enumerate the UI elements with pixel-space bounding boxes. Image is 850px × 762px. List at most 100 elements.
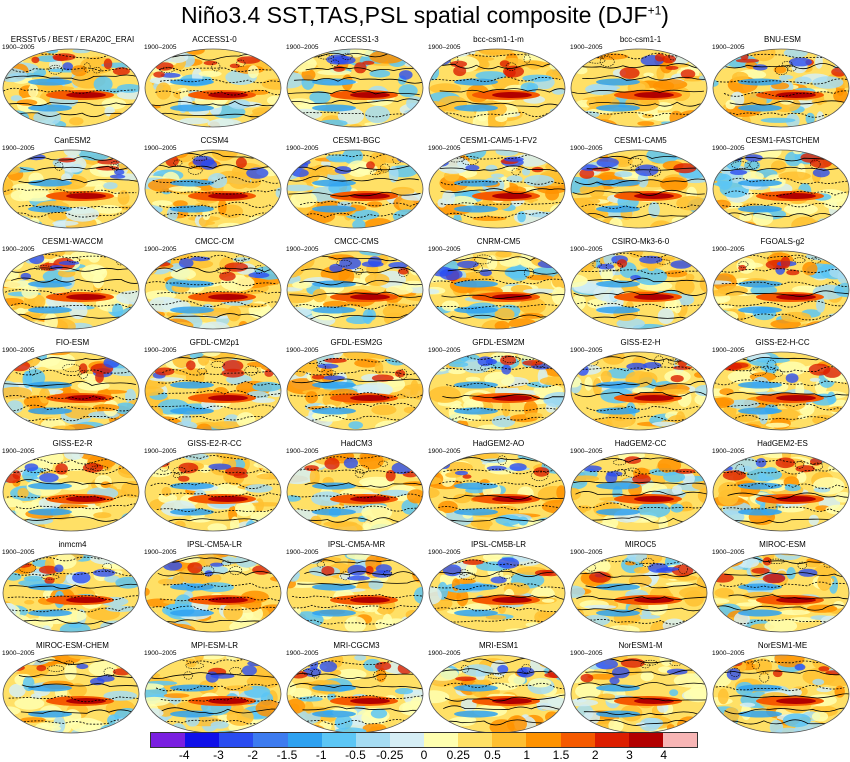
high-latitude-anomaly <box>190 257 210 262</box>
panel-title: CESM1-BGC <box>286 136 427 145</box>
anomaly-patch <box>588 152 607 158</box>
high-latitude-anomaly <box>237 56 261 64</box>
anomaly-patch <box>548 121 566 128</box>
anomaly-patch <box>247 361 277 367</box>
high-latitude-anomaly <box>333 66 345 72</box>
high-latitude-anomaly <box>727 668 741 680</box>
anomaly-patch <box>837 562 850 567</box>
anomaly-patch <box>319 120 348 127</box>
panel-title: HadGEM2-ES <box>712 439 850 448</box>
high-latitude-anomaly <box>113 668 131 675</box>
anomaly-patch <box>144 213 161 228</box>
anomaly-patch <box>571 453 583 469</box>
anomaly-patch <box>814 487 831 492</box>
panel-title: CSIRO-Mk3-6-0 <box>570 237 711 246</box>
anomaly-patch <box>346 316 371 324</box>
anomaly-patch <box>491 174 504 178</box>
high-latitude-anomaly <box>399 70 413 80</box>
anomaly-patch <box>144 519 160 527</box>
anomaly-patch <box>199 71 222 77</box>
anomaly-patch <box>557 118 566 129</box>
anomaly-patch <box>580 555 589 561</box>
anomaly-patch <box>152 200 172 206</box>
colorbar <box>150 732 698 748</box>
anomaly-patch <box>463 664 494 676</box>
high-latitude-anomaly <box>268 662 276 667</box>
anomaly-patch <box>144 353 162 360</box>
cool-horseshoe-south <box>596 307 640 314</box>
enso-core <box>634 92 674 98</box>
high-latitude-anomaly <box>398 268 409 275</box>
anomaly-patch <box>681 119 691 124</box>
anomaly-patch <box>134 714 140 731</box>
anomaly-patch <box>268 655 282 667</box>
panel-title: CESM1-CAM5 <box>570 136 711 145</box>
anomaly-patch <box>292 608 301 615</box>
anomaly-patch <box>248 65 259 78</box>
anomaly-patch <box>387 48 415 52</box>
anomaly-patch <box>844 726 850 735</box>
anomaly-patch <box>761 118 796 123</box>
anomaly-patch <box>694 61 704 66</box>
high-latitude-anomaly <box>234 473 248 479</box>
cool-horseshoe-north <box>454 685 498 692</box>
map-svg <box>144 452 282 532</box>
enso-core <box>208 294 248 300</box>
high-latitude-anomaly <box>55 463 68 474</box>
anomaly-patch <box>286 699 305 714</box>
panel-title: GFDL-CM2p1 <box>144 338 285 347</box>
anomaly-patch <box>669 689 678 696</box>
anomaly-patch <box>827 219 849 228</box>
high-latitude-anomaly <box>730 170 747 175</box>
panel-title: CanESM2 <box>2 136 143 145</box>
panel-title: NorESM1-ME <box>712 641 850 650</box>
high-latitude-anomaly <box>675 469 695 474</box>
anomaly-patch <box>305 701 314 714</box>
colorbar-swatch <box>458 733 492 747</box>
anomaly-patch <box>552 71 564 76</box>
map-svg <box>428 553 566 633</box>
map-svg <box>712 452 850 532</box>
anomaly-patch <box>677 324 708 329</box>
anomaly-patch <box>382 452 415 455</box>
cool-horseshoe-north <box>596 584 640 591</box>
anomaly-patch <box>715 250 730 263</box>
panel-title: FIO-ESM <box>2 338 143 347</box>
anomaly-patch <box>570 362 581 370</box>
anomaly-patch <box>552 287 566 305</box>
anomaly-patch <box>554 250 567 260</box>
high-latitude-anomaly <box>344 458 358 469</box>
chart-title-superscript: +1 <box>648 3 662 17</box>
anomaly-patch <box>5 417 30 426</box>
high-latitude-anomaly <box>153 72 164 78</box>
anomaly-patch <box>736 602 762 606</box>
anomaly-patch <box>585 377 593 391</box>
high-latitude-anomaly <box>179 258 194 268</box>
map-svg <box>2 149 140 229</box>
anomaly-patch <box>810 378 821 382</box>
anomaly-patch <box>539 424 551 430</box>
anomaly-patch <box>262 252 270 261</box>
high-latitude-anomaly <box>596 659 618 669</box>
anomaly-patch <box>570 418 593 431</box>
anomaly-patch <box>486 165 498 172</box>
colorbar-swatch <box>390 733 424 747</box>
colorbar-tick-label: 4 <box>660 748 667 762</box>
anomaly-patch <box>411 312 419 327</box>
anomaly-patch <box>245 484 273 493</box>
enso-core <box>492 193 532 199</box>
anomaly-patch <box>437 122 449 128</box>
anomaly-patch <box>543 629 564 633</box>
panel-title: GFDL-ESM2G <box>286 338 427 347</box>
anomaly-patch <box>452 578 460 591</box>
anomaly-patch <box>761 364 779 371</box>
cool-horseshoe-south <box>28 206 72 213</box>
map-svg <box>428 250 566 330</box>
anomaly-patch <box>119 250 131 256</box>
anomaly-patch <box>437 198 446 207</box>
